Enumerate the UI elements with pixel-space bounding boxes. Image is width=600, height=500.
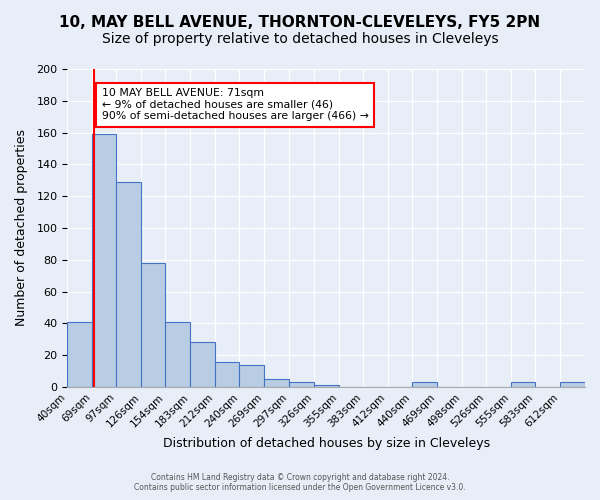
Bar xyxy=(412,382,437,387)
Y-axis label: Number of detached properties: Number of detached properties xyxy=(15,130,28,326)
Text: 10 MAY BELL AVENUE: 71sqm
← 9% of detached houses are smaller (46)
90% of semi-d: 10 MAY BELL AVENUE: 71sqm ← 9% of detach… xyxy=(101,88,368,122)
Bar xyxy=(215,362,239,387)
Bar xyxy=(190,342,215,387)
Bar xyxy=(265,379,289,387)
Text: Size of property relative to detached houses in Cleveleys: Size of property relative to detached ho… xyxy=(101,32,499,46)
Text: 10, MAY BELL AVENUE, THORNTON-CLEVELEYS, FY5 2PN: 10, MAY BELL AVENUE, THORNTON-CLEVELEYS,… xyxy=(59,15,541,30)
Text: Contains HM Land Registry data © Crown copyright and database right 2024.
Contai: Contains HM Land Registry data © Crown c… xyxy=(134,473,466,492)
Bar xyxy=(67,322,92,387)
Bar xyxy=(314,386,338,387)
Bar xyxy=(289,382,314,387)
Bar xyxy=(239,364,265,387)
Bar xyxy=(166,322,190,387)
Bar xyxy=(141,263,166,387)
Bar xyxy=(116,182,141,387)
Bar xyxy=(511,382,535,387)
X-axis label: Distribution of detached houses by size in Cleveleys: Distribution of detached houses by size … xyxy=(163,437,490,450)
Bar xyxy=(92,134,116,387)
Bar xyxy=(560,382,585,387)
